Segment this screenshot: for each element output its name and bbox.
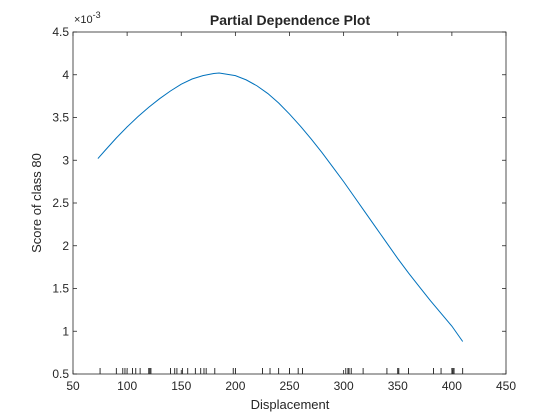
x-tick-label: 300 — [334, 379, 354, 393]
y-tick-label: 2.5 — [52, 196, 69, 210]
y-tick-label: 1 — [62, 324, 69, 338]
y-tick-label: 1.5 — [52, 282, 69, 296]
x-tick-label: 200 — [225, 379, 245, 393]
y-tick-label: 0.5 — [52, 367, 69, 381]
x-tick-label: 450 — [496, 379, 516, 393]
rug-marks — [99, 368, 464, 374]
plot-area-frame — [72, 31, 507, 375]
y-tick-label: 2 — [62, 239, 69, 253]
x-tick-label: 400 — [442, 379, 462, 393]
y-axis-exponent-base: ×10 — [74, 14, 93, 26]
y-axis-exponent: ×10-3 — [74, 10, 101, 26]
series-line-0 — [97, 72, 464, 342]
x-tick-label: 100 — [117, 379, 137, 393]
x-tick-label: 150 — [171, 379, 191, 393]
x-axis-ticks: 50 100 150 200 250 300 350 400 450 — [66, 32, 516, 393]
chart-title: Partial Dependence Plot — [210, 12, 371, 28]
y-tick-label: 3 — [62, 153, 69, 167]
series-line-layer — [97, 72, 464, 342]
y-axis-ticks: 0.5 1 1.5 2 2.5 3 3.5 4 4.5 — [52, 25, 506, 381]
y-tick-label: 4 — [62, 68, 69, 82]
y-axis-label: Score of class 80 — [29, 153, 44, 253]
x-tick-label: 250 — [279, 379, 299, 393]
y-tick-label: 4.5 — [52, 25, 69, 39]
x-axis-label: Displacement — [251, 397, 330, 412]
x-tick-label: 50 — [66, 379, 80, 393]
y-axis-exponent-power: -3 — [93, 10, 101, 20]
x-tick-label: 350 — [388, 379, 408, 393]
y-tick-label: 3.5 — [52, 111, 69, 125]
